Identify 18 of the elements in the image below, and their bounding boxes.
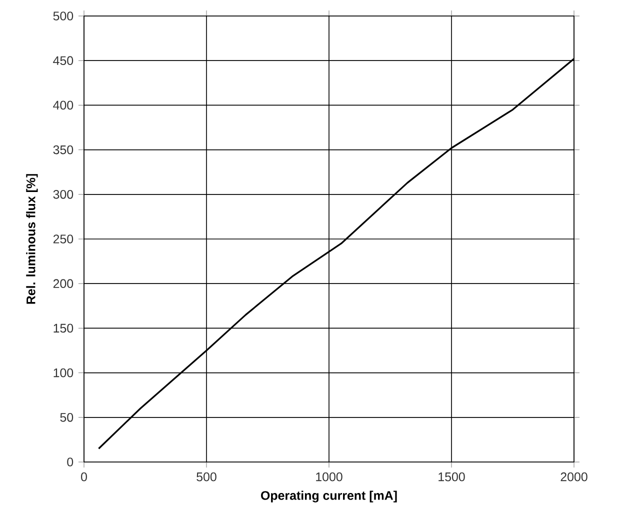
x-tick-label: 1500 [438, 472, 465, 482]
y-tick-label: 150 [54, 324, 74, 333]
x-tick-label: 0 [81, 472, 87, 482]
y-tick-label: 300 [53, 190, 74, 199]
y-tick-label: 100 [54, 368, 74, 378]
y-tick-label: 250 [53, 234, 74, 244]
x-tick-label: 2000 [560, 472, 588, 482]
x-axis-title: Operating current [mA] [261, 490, 397, 502]
y-tick-label: 50 [60, 412, 74, 422]
y-tick-label: 200 [53, 279, 74, 288]
y-tick-label: 450 [53, 56, 74, 66]
y-tick-label: 0 [67, 458, 74, 466]
y-tick-label: 500 [53, 12, 74, 20]
y-tick-label: 350 [53, 145, 74, 154]
y-axis-title: Rel. luminous flux [%] [26, 174, 38, 304]
x-tick-label: 1000 [316, 472, 342, 482]
x-tick-label: 500 [196, 472, 216, 482]
y-tick-label: 400 [53, 100, 74, 110]
